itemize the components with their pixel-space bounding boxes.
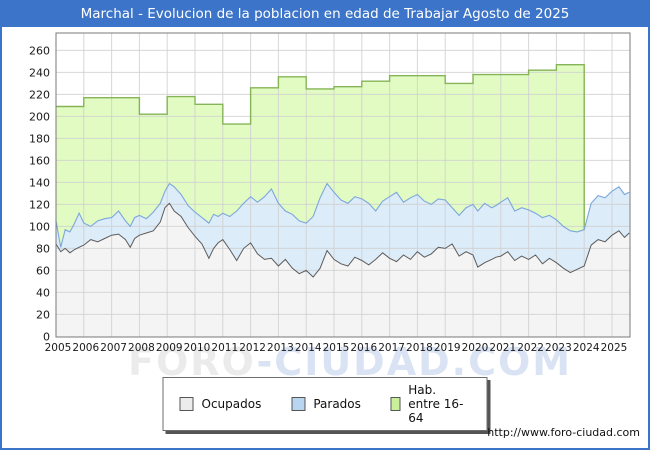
legend-item-ocupados: Ocupados xyxy=(179,397,262,411)
svg-text:2022: 2022 xyxy=(517,342,544,354)
svg-text:2005: 2005 xyxy=(45,342,72,354)
svg-text:2020: 2020 xyxy=(462,342,489,354)
svg-text:120: 120 xyxy=(29,198,50,211)
ocupados-swatch-icon xyxy=(179,397,194,411)
svg-text:100: 100 xyxy=(29,220,50,233)
svg-text:60: 60 xyxy=(36,264,50,277)
svg-text:2016: 2016 xyxy=(350,342,377,354)
svg-text:2013: 2013 xyxy=(267,342,294,354)
svg-text:2012: 2012 xyxy=(239,342,266,354)
chart-legend: Ocupados Parados Hab. entre 16-64 xyxy=(162,377,488,431)
svg-text:2008: 2008 xyxy=(128,342,155,354)
svg-text:2007: 2007 xyxy=(100,342,127,354)
legend-label-hab: Hab. entre 16-64 xyxy=(408,383,464,425)
svg-text:40: 40 xyxy=(36,286,50,299)
svg-text:260: 260 xyxy=(29,44,50,57)
legend-item-parados: Parados xyxy=(291,397,361,411)
svg-text:2019: 2019 xyxy=(434,342,461,354)
svg-text:2023: 2023 xyxy=(545,342,572,354)
legend-label-ocupados: Ocupados xyxy=(201,397,262,411)
legend-label-parados: Parados xyxy=(313,397,361,411)
svg-text:2010: 2010 xyxy=(184,342,211,354)
title-bar: Marchal - Evolucion de la poblacion en e… xyxy=(0,0,650,27)
watermark: FORO-CIUDAD.COM xyxy=(128,340,572,384)
svg-text:220: 220 xyxy=(29,88,50,101)
svg-text:2017: 2017 xyxy=(378,342,405,354)
svg-text:2021: 2021 xyxy=(489,342,516,354)
chart-title: Marchal - Evolucion de la poblacion en e… xyxy=(80,5,570,22)
hab-swatch-icon xyxy=(390,397,401,411)
svg-text:2009: 2009 xyxy=(156,342,183,354)
svg-text:180: 180 xyxy=(29,132,50,145)
svg-text:2025: 2025 xyxy=(601,342,628,354)
svg-text:20: 20 xyxy=(36,308,50,321)
svg-text:2024: 2024 xyxy=(573,342,600,354)
svg-text:2011: 2011 xyxy=(211,342,238,354)
footer-url-link[interactable]: http://www.foro-ciudad.com xyxy=(487,426,640,439)
parados-swatch-icon xyxy=(291,397,306,411)
svg-text:2018: 2018 xyxy=(406,342,433,354)
watermark-text-foro: FORO xyxy=(128,340,257,384)
svg-text:80: 80 xyxy=(36,242,50,255)
svg-text:140: 140 xyxy=(29,176,50,189)
svg-text:240: 240 xyxy=(29,66,50,79)
svg-text:2006: 2006 xyxy=(72,342,99,354)
svg-text:0: 0 xyxy=(43,330,50,343)
svg-text:2014: 2014 xyxy=(295,342,322,354)
svg-text:200: 200 xyxy=(29,110,50,123)
watermark-text-ciudad: -CIUDAD.COM xyxy=(256,340,573,384)
svg-text:160: 160 xyxy=(29,154,50,167)
legend-item-hab: Hab. entre 16-64 xyxy=(390,383,471,425)
svg-text:2015: 2015 xyxy=(323,342,350,354)
